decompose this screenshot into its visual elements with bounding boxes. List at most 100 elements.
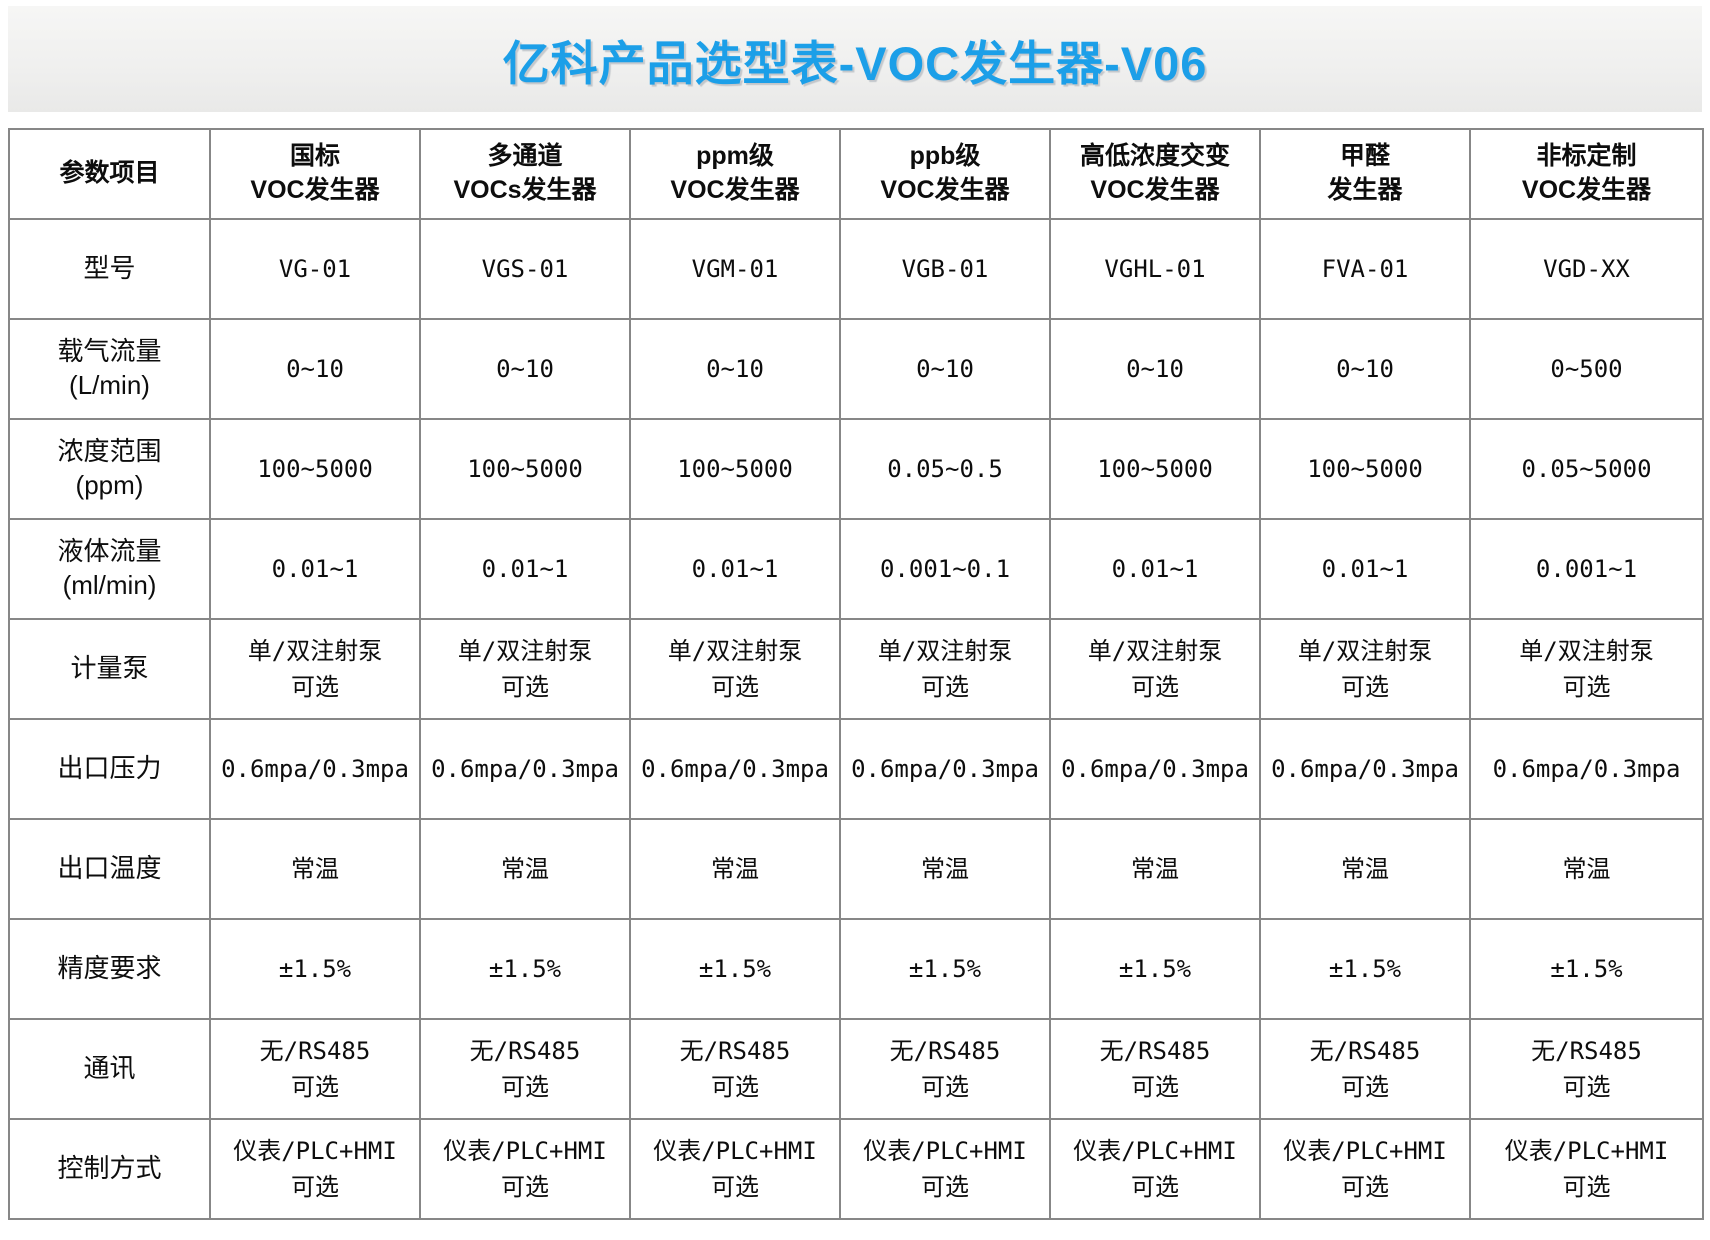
- value-cell: VGM-01: [629, 218, 841, 320]
- value-cell: 无/RS485 可选: [1259, 1018, 1471, 1120]
- value-cell: 常温: [1469, 818, 1704, 920]
- value-cell: FVA-01: [1259, 218, 1471, 320]
- value-cell: 无/RS485 可选: [1469, 1018, 1704, 1120]
- value-cell: 100~5000: [629, 418, 841, 520]
- row-label: 出口压力: [8, 718, 211, 820]
- value-cell: 单/双注射泵 可选: [839, 618, 1051, 720]
- value-cell: ±1.5%: [209, 918, 421, 1020]
- value-cell: ±1.5%: [839, 918, 1051, 1020]
- table-row-outlet-pressure: 出口压力 0.6mpa/0.3mpa 0.6mpa/0.3mpa 0.6mpa/…: [8, 718, 1704, 820]
- row-label: 计量泵: [8, 618, 211, 720]
- value-cell: ±1.5%: [419, 918, 631, 1020]
- value-cell: 100~5000: [209, 418, 421, 520]
- value-cell: VGB-01: [839, 218, 1051, 320]
- table-row-control-mode: 控制方式 仪表/PLC+HMI 可选 仪表/PLC+HMI 可选 仪表/PLC+…: [8, 1118, 1704, 1220]
- value-cell: 常温: [209, 818, 421, 920]
- value-cell: 0.6mpa/0.3mpa: [1049, 718, 1261, 820]
- header-cell-param: 参数项目: [8, 128, 211, 220]
- value-cell: 常温: [839, 818, 1051, 920]
- value-cell: 0~10: [629, 318, 841, 420]
- value-cell: VGHL-01: [1049, 218, 1261, 320]
- header-cell-highlow: 高低浓度交变 VOC发生器: [1049, 128, 1261, 220]
- value-cell: 0.01~1: [1049, 518, 1261, 620]
- header-cell-multichannel: 多通道 VOCs发生器: [419, 128, 631, 220]
- value-cell: 0.01~1: [629, 518, 841, 620]
- value-cell: 0~10: [1049, 318, 1261, 420]
- table-row-liquid-flow: 液体流量 (ml/min) 0.01~1 0.01~1 0.01~1 0.001…: [8, 518, 1704, 620]
- header-cell-ppb: ppb级 VOC发生器: [839, 128, 1051, 220]
- value-cell: ±1.5%: [1469, 918, 1704, 1020]
- value-cell: 0.6mpa/0.3mpa: [1259, 718, 1471, 820]
- value-cell: 0~10: [419, 318, 631, 420]
- value-cell: 0.001~1: [1469, 518, 1704, 620]
- value-cell: 单/双注射泵 可选: [1469, 618, 1704, 720]
- value-cell: 100~5000: [1049, 418, 1261, 520]
- value-cell: ±1.5%: [1259, 918, 1471, 1020]
- value-cell: VGD-XX: [1469, 218, 1704, 320]
- header-row: 参数项目 国标 VOC发生器 多通道 VOCs发生器 ppm级 VOC发生器 p…: [8, 128, 1704, 220]
- value-cell: 0.01~1: [1259, 518, 1471, 620]
- value-cell: 单/双注射泵 可选: [419, 618, 631, 720]
- value-cell: 常温: [629, 818, 841, 920]
- header-cell-custom: 非标定制 VOC发生器: [1469, 128, 1704, 220]
- table-row-outlet-temperature: 出口温度 常温 常温 常温 常温 常温 常温 常温: [8, 818, 1704, 920]
- row-label: 通讯: [8, 1018, 211, 1120]
- value-cell: 仪表/PLC+HMI 可选: [209, 1118, 421, 1220]
- product-selection-table: 参数项目 国标 VOC发生器 多通道 VOCs发生器 ppm级 VOC发生器 p…: [8, 128, 1704, 1220]
- value-cell: 0.05~0.5: [839, 418, 1051, 520]
- row-label: 出口温度: [8, 818, 211, 920]
- value-cell: 0~500: [1469, 318, 1704, 420]
- value-cell: 无/RS485 可选: [1049, 1018, 1261, 1120]
- value-cell: 0.01~1: [419, 518, 631, 620]
- value-cell: 100~5000: [1259, 418, 1471, 520]
- table-row-model: 型号 VG-01 VGS-01 VGM-01 VGB-01 VGHL-01 FV…: [8, 218, 1704, 320]
- value-cell: 0~10: [839, 318, 1051, 420]
- value-cell: 无/RS485 可选: [419, 1018, 631, 1120]
- row-label: 液体流量 (ml/min): [8, 518, 211, 620]
- value-cell: ±1.5%: [1049, 918, 1261, 1020]
- value-cell: 仪表/PLC+HMI 可选: [1049, 1118, 1261, 1220]
- value-cell: 0.6mpa/0.3mpa: [419, 718, 631, 820]
- table-row-accuracy: 精度要求 ±1.5% ±1.5% ±1.5% ±1.5% ±1.5% ±1.5%…: [8, 918, 1704, 1020]
- value-cell: 无/RS485 可选: [629, 1018, 841, 1120]
- row-label: 精度要求: [8, 918, 211, 1020]
- row-label: 型号: [8, 218, 211, 320]
- header-cell-guobiao: 国标 VOC发生器: [209, 128, 421, 220]
- header-cell-formaldehyde: 甲醛 发生器: [1259, 128, 1471, 220]
- value-cell: 仪表/PLC+HMI 可选: [629, 1118, 841, 1220]
- header-cell-ppm: ppm级 VOC发生器: [629, 128, 841, 220]
- title-banner: 亿科产品选型表-VOC发生器-V06: [8, 6, 1702, 112]
- value-cell: 常温: [1259, 818, 1471, 920]
- value-cell: 仪表/PLC+HMI 可选: [1259, 1118, 1471, 1220]
- value-cell: 0~10: [1259, 318, 1471, 420]
- value-cell: 仪表/PLC+HMI 可选: [839, 1118, 1051, 1220]
- row-label: 载气流量 (L/min): [8, 318, 211, 420]
- row-label: 浓度范围 (ppm): [8, 418, 211, 520]
- page-title: 亿科产品选型表-VOC发生器-V06: [502, 36, 1208, 90]
- table-row-concentration-range: 浓度范围 (ppm) 100~5000 100~5000 100~5000 0.…: [8, 418, 1704, 520]
- table-row-communication: 通讯 无/RS485 可选 无/RS485 可选 无/RS485 可选 无/RS…: [8, 1018, 1704, 1120]
- value-cell: 单/双注射泵 可选: [629, 618, 841, 720]
- value-cell: 单/双注射泵 可选: [1259, 618, 1471, 720]
- value-cell: 单/双注射泵 可选: [1049, 618, 1261, 720]
- table-row-metering-pump: 计量泵 单/双注射泵 可选 单/双注射泵 可选 单/双注射泵 可选 单/双注射泵…: [8, 618, 1704, 720]
- value-cell: 0~10: [209, 318, 421, 420]
- value-cell: 仪表/PLC+HMI 可选: [419, 1118, 631, 1220]
- value-cell: 单/双注射泵 可选: [209, 618, 421, 720]
- value-cell: 常温: [419, 818, 631, 920]
- value-cell: 无/RS485 可选: [209, 1018, 421, 1120]
- table-row-carrier-gas-flow: 载气流量 (L/min) 0~10 0~10 0~10 0~10 0~10 0~…: [8, 318, 1704, 420]
- value-cell: 100~5000: [419, 418, 631, 520]
- value-cell: 常温: [1049, 818, 1261, 920]
- value-cell: VG-01: [209, 218, 421, 320]
- row-label: 控制方式: [8, 1118, 211, 1220]
- value-cell: 0.05~5000: [1469, 418, 1704, 520]
- value-cell: 0.01~1: [209, 518, 421, 620]
- value-cell: 无/RS485 可选: [839, 1018, 1051, 1120]
- value-cell: 仪表/PLC+HMI 可选: [1469, 1118, 1704, 1220]
- value-cell: 0.6mpa/0.3mpa: [629, 718, 841, 820]
- value-cell: 0.6mpa/0.3mpa: [839, 718, 1051, 820]
- value-cell: ±1.5%: [629, 918, 841, 1020]
- value-cell: 0.6mpa/0.3mpa: [1469, 718, 1704, 820]
- value-cell: 0.6mpa/0.3mpa: [209, 718, 421, 820]
